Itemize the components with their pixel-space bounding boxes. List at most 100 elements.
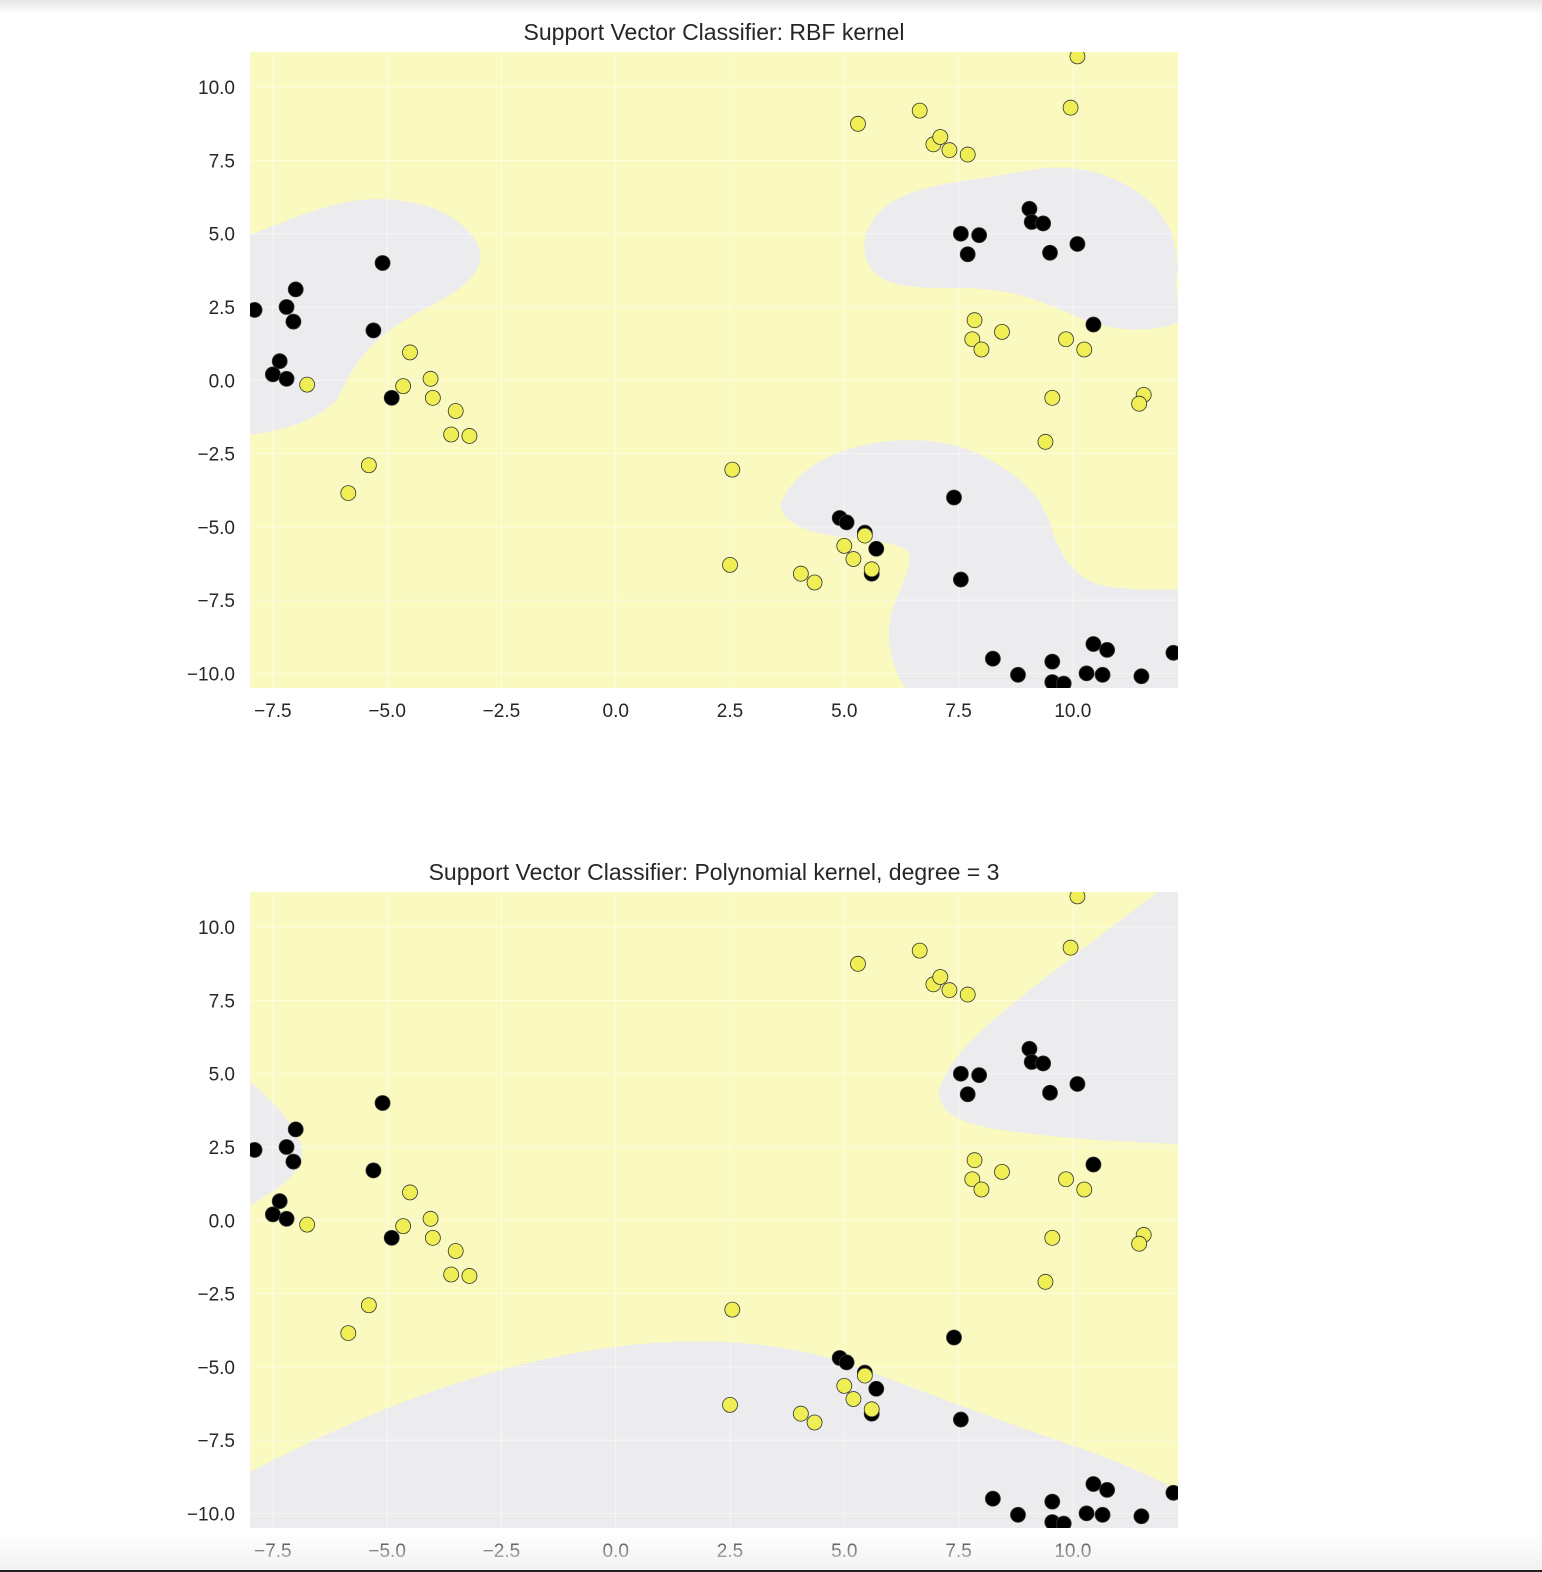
point-class0 xyxy=(1010,1506,1026,1523)
plot-area xyxy=(250,892,1178,1528)
point-class0 xyxy=(946,1329,962,1346)
point-class0 xyxy=(271,353,288,370)
region-class0-upper-right xyxy=(939,892,1178,1144)
point-class1 xyxy=(1058,1171,1074,1188)
x-tick-label: 10.0 xyxy=(1054,701,1091,722)
point-class1 xyxy=(340,485,357,501)
point-class0 xyxy=(1044,1493,1061,1510)
y-tick-label: 5.0 xyxy=(209,1065,235,1086)
point-class0 xyxy=(285,1153,302,1170)
point-class1 xyxy=(941,142,958,159)
point-class1 xyxy=(964,331,981,348)
chart-polynomial: Support Vector Classifier: Polynomial ke… xyxy=(187,859,1178,1562)
point-class1 xyxy=(941,982,958,999)
x-tick-label: −7.5 xyxy=(254,701,292,722)
point-class0 xyxy=(971,1067,988,1084)
point-class1 xyxy=(966,1152,983,1169)
y-tick-label: 0.0 xyxy=(209,371,235,392)
point-class0 xyxy=(250,302,263,318)
point-class1 xyxy=(1076,341,1093,358)
point-class0 xyxy=(1069,236,1086,252)
grid-lines xyxy=(250,52,1178,688)
point-class1 xyxy=(1037,1273,1054,1290)
point-class0 xyxy=(1099,1481,1116,1498)
point-class0 xyxy=(1042,1084,1058,1101)
point-class0 xyxy=(278,370,295,387)
point-class1 xyxy=(395,378,412,395)
point-class1 xyxy=(994,323,1010,340)
point-class1 xyxy=(973,341,990,358)
point-class0 xyxy=(1021,1040,1038,1057)
point-class0 xyxy=(383,389,400,406)
top-shadow xyxy=(0,0,1542,14)
point-class1 xyxy=(1062,939,1079,956)
point-class0 xyxy=(383,1229,400,1246)
point-class1 xyxy=(911,102,928,119)
point-class0 xyxy=(1094,666,1111,683)
chart-rbf: Support Vector Classifier: RBF kernel −7… xyxy=(187,19,1178,722)
point-class1 xyxy=(1058,331,1074,348)
point-class1 xyxy=(447,403,464,419)
point-class0 xyxy=(1085,1156,1102,1173)
point-class1 xyxy=(722,557,738,573)
point-class0 xyxy=(278,1210,295,1227)
point-class0 xyxy=(287,1121,304,1138)
point-class1 xyxy=(1131,395,1148,412)
point-class0 xyxy=(952,225,969,242)
bottom-border xyxy=(0,1570,1542,1572)
point-class0 xyxy=(1055,1515,1072,1528)
point-class1 xyxy=(863,561,880,578)
region-class0-bottom xyxy=(250,1341,1178,1528)
chart-title: Support Vector Classifier: RBF kernel xyxy=(524,19,905,45)
point-class0 xyxy=(838,1354,855,1371)
point-class1 xyxy=(959,986,976,1003)
x-tick-label: −5.0 xyxy=(368,701,406,722)
y-tick-label: −10.0 xyxy=(187,664,235,685)
point-class0 xyxy=(952,571,969,588)
point-class1 xyxy=(402,344,418,361)
point-class1 xyxy=(424,389,441,406)
point-class1 xyxy=(724,461,741,478)
point-class0 xyxy=(959,246,976,263)
point-class1 xyxy=(299,376,316,393)
point-class1 xyxy=(845,1391,862,1407)
point-class1 xyxy=(722,1397,738,1413)
y-tick-label: 2.5 xyxy=(209,1138,235,1159)
x-tick-label: −2.5 xyxy=(483,701,521,722)
point-class0 xyxy=(1035,215,1052,232)
point-class1 xyxy=(1044,389,1061,406)
point-class0 xyxy=(250,1142,263,1158)
point-class0 xyxy=(971,227,988,244)
point-class1 xyxy=(994,1163,1010,1180)
y-tick-label: −7.5 xyxy=(197,1431,235,1452)
point-class1 xyxy=(1062,99,1079,116)
y-tick-label: 10.0 xyxy=(198,78,235,99)
region-class0-lower-right xyxy=(780,440,1178,688)
point-class1 xyxy=(395,1218,412,1235)
point-class1 xyxy=(447,1243,464,1259)
y-tick-label: 2.5 xyxy=(209,298,235,319)
point-class0 xyxy=(946,489,962,506)
point-class1 xyxy=(856,527,873,544)
y-tick-label: 0.0 xyxy=(209,1211,235,1232)
point-class1 xyxy=(806,1414,823,1431)
y-tick-label: −2.5 xyxy=(197,445,235,466)
point-class0 xyxy=(374,1095,391,1111)
point-class0 xyxy=(1021,200,1038,217)
point-class1 xyxy=(724,1301,741,1318)
point-class1 xyxy=(1037,433,1054,450)
point-class0 xyxy=(1165,644,1178,661)
point-class1 xyxy=(1131,1235,1148,1252)
y-tick-label: −7.5 xyxy=(197,591,235,612)
point-class1 xyxy=(973,1181,990,1198)
point-class1 xyxy=(932,969,949,985)
point-class0 xyxy=(1078,665,1095,682)
point-class0 xyxy=(287,281,304,298)
point-class0 xyxy=(952,1065,969,1082)
point-class0 xyxy=(952,1411,969,1428)
point-class1 xyxy=(1076,1181,1093,1198)
point-class1 xyxy=(1069,52,1086,65)
data-points xyxy=(250,52,1178,688)
y-tick-label: 7.5 xyxy=(209,151,235,172)
point-class0 xyxy=(1042,244,1058,261)
